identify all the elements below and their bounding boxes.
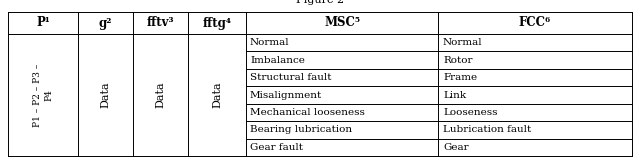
Text: fftg⁴: fftg⁴ [202,16,232,29]
Text: Mechanical looseness: Mechanical looseness [250,108,365,117]
Text: P¹: P¹ [36,16,50,29]
Text: Normal: Normal [250,38,290,47]
Text: Gear: Gear [443,143,468,152]
Text: fftv³: fftv³ [147,16,174,29]
Text: Rotor: Rotor [443,56,472,65]
Text: Bearing lubrication: Bearing lubrication [250,125,352,134]
Text: Link: Link [443,91,466,100]
Text: Structural fault: Structural fault [250,73,332,82]
Text: Figure 2: Figure 2 [296,0,344,5]
Text: Data: Data [156,82,166,108]
Text: Data: Data [212,82,222,108]
Text: MSC⁵: MSC⁵ [324,16,360,29]
Text: Misalignment: Misalignment [250,91,323,100]
Text: Gear fault: Gear fault [250,143,303,152]
Text: g²: g² [99,16,112,29]
Text: Data: Data [100,82,111,108]
Text: FCC⁶: FCC⁶ [519,16,551,29]
Text: Looseness: Looseness [443,108,497,117]
Text: Frame: Frame [443,73,477,82]
Text: Imbalance: Imbalance [250,56,305,65]
Text: Normal: Normal [443,38,483,47]
Text: Lubrication fault: Lubrication fault [443,125,531,134]
Text: P1 – P2 – P3 –
P4: P1 – P2 – P3 – P4 [33,63,53,127]
